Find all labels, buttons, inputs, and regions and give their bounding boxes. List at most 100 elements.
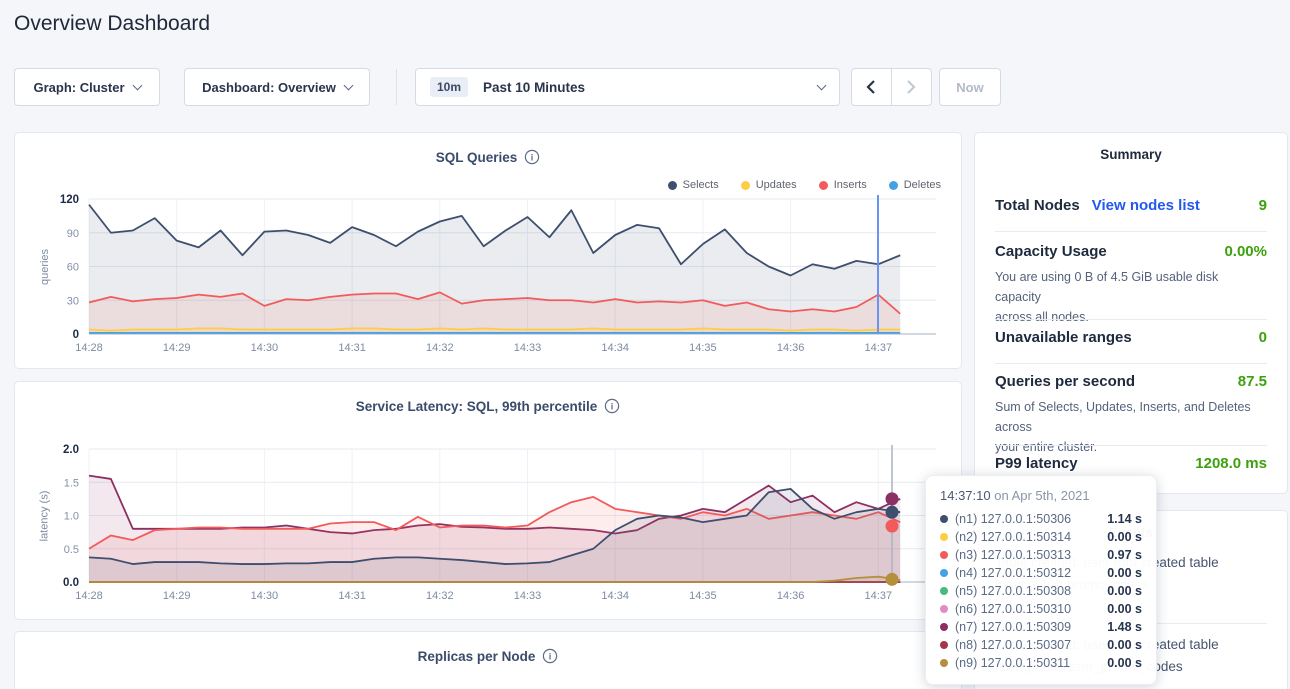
- tooltip-row: (n4) 127.0.0.1:503120.00 s: [940, 564, 1142, 582]
- svg-text:14:33: 14:33: [514, 590, 542, 602]
- time-prev-button[interactable]: [852, 69, 892, 105]
- svg-text:14:37: 14:37: [865, 342, 893, 354]
- node-color-dot: [940, 551, 948, 559]
- node-color-dot: [940, 515, 948, 523]
- svg-text:14:32: 14:32: [426, 342, 454, 354]
- svg-text:14:35: 14:35: [689, 590, 717, 602]
- time-range-selector[interactable]: 10m Past 10 Minutes: [415, 68, 840, 106]
- svg-text:14:37: 14:37: [865, 590, 893, 602]
- sql-queries-chart[interactable]: 030609012014:2814:2914:3014:3114:3214:33…: [15, 189, 963, 365]
- node-latency-value: 0.97 s: [1107, 548, 1142, 562]
- node-address: (n3) 127.0.0.1:50313: [955, 548, 1071, 562]
- replicas-per-node-title: Replicas per Node i: [15, 648, 961, 664]
- node-address: (n9) 127.0.0.1:50311: [955, 656, 1070, 670]
- view-nodes-list-link[interactable]: View nodes list: [1092, 197, 1200, 214]
- node-color-dot: [940, 587, 948, 595]
- divider: [995, 231, 1267, 232]
- node-address: (n2) 127.0.0.1:50314: [955, 530, 1071, 544]
- capacity-usage-description: You are using 0 B of 4.5 GiB usable disk…: [995, 267, 1267, 327]
- time-next-button[interactable]: [892, 69, 932, 105]
- svg-text:2.0: 2.0: [63, 444, 79, 456]
- svg-text:0.0: 0.0: [63, 577, 79, 589]
- chevron-down-icon: [132, 80, 142, 90]
- svg-text:60: 60: [67, 262, 79, 274]
- svg-text:0.5: 0.5: [64, 544, 79, 556]
- divider: [995, 319, 1267, 320]
- unavailable-ranges-value: 0: [1259, 329, 1267, 346]
- node-latency-value: 0.00 s: [1107, 530, 1142, 544]
- svg-text:120: 120: [60, 194, 79, 206]
- dashboard-dropdown-label: Dashboard: Overview: [202, 80, 336, 95]
- sql-queries-title: SQL Queries i: [15, 149, 961, 165]
- summary-panel: Summary Total Nodes View nodes list 9 Ca…: [974, 132, 1288, 494]
- page-title: Overview Dashboard: [14, 12, 210, 36]
- total-nodes-label: Total Nodes: [995, 197, 1080, 214]
- summary-row-total-nodes: Total Nodes View nodes list 9: [995, 197, 1267, 214]
- sql-queries-title-text: SQL Queries: [436, 150, 518, 165]
- node-latency-value: 1.48 s: [1107, 620, 1142, 634]
- queries-per-second-value: 87.5: [1238, 373, 1267, 390]
- summary-row-capacity-usage: Capacity Usage 0.00%: [995, 243, 1267, 260]
- replicas-per-node-panel: Replicas per Node i: [14, 631, 962, 689]
- node-latency-value: 0.00 s: [1107, 638, 1142, 652]
- svg-text:14:28: 14:28: [75, 590, 103, 602]
- svg-text:1.5: 1.5: [64, 477, 79, 489]
- svg-text:14:29: 14:29: [163, 342, 191, 354]
- svg-text:1.0: 1.0: [64, 511, 79, 523]
- svg-text:i: i: [611, 401, 614, 411]
- now-button[interactable]: Now: [939, 68, 1001, 106]
- replicas-per-node-title-text: Replicas per Node: [418, 649, 536, 664]
- chevron-down-icon: [343, 80, 353, 90]
- time-nav-group: [851, 68, 932, 106]
- summary-row-p99-latency: P99 latency 1208.0 ms: [995, 455, 1267, 472]
- divider: [995, 445, 1267, 446]
- queries-per-second-label: Queries per second: [995, 373, 1135, 390]
- sql-queries-panel: SQL Queries i SelectsUpdatesInsertsDelet…: [14, 132, 962, 369]
- service-latency-title-text: Service Latency: SQL, 99th percentile: [356, 399, 598, 414]
- capacity-usage-description-line1: You are using 0 B of 4.5 GiB usable disk…: [995, 267, 1267, 307]
- p99-latency-value: 1208.0 ms: [1195, 455, 1267, 472]
- svg-text:0: 0: [73, 329, 79, 341]
- svg-text:i: i: [549, 651, 552, 661]
- svg-text:14:32: 14:32: [426, 590, 454, 602]
- node-latency-value: 0.00 s: [1107, 602, 1142, 616]
- graph-dropdown-label: Graph: Cluster: [33, 80, 124, 95]
- capacity-usage-label: Capacity Usage: [995, 243, 1107, 260]
- svg-text:14:29: 14:29: [163, 590, 191, 602]
- graph-dropdown[interactable]: Graph: Cluster: [14, 68, 160, 106]
- svg-text:14:30: 14:30: [251, 342, 279, 354]
- queries-per-second-description-line1: Sum of Selects, Updates, Inserts, and De…: [995, 397, 1267, 437]
- tooltip-row: (n9) 127.0.0.1:503110.00 s: [940, 654, 1142, 672]
- tooltip-row: (n2) 127.0.0.1:50314 0.00 s: [940, 528, 1142, 546]
- service-latency-panel: Service Latency: SQL, 99th percentile i …: [14, 381, 962, 620]
- node-latency-value: 0.00 s: [1107, 584, 1142, 598]
- node-color-dot: [940, 569, 948, 577]
- toolbar-divider: [396, 69, 397, 105]
- tooltip-time: 14:37:10: [940, 488, 991, 503]
- svg-text:14:36: 14:36: [777, 590, 805, 602]
- service-latency-chart[interactable]: 0.00.51.01.52.014:2814:2914:3014:3114:32…: [15, 438, 963, 614]
- svg-text:14:28: 14:28: [75, 342, 103, 354]
- svg-text:14:34: 14:34: [601, 590, 629, 602]
- node-latency-value: 1.14 s: [1107, 512, 1142, 526]
- dashboard-dropdown[interactable]: Dashboard: Overview: [184, 68, 370, 106]
- tooltip-node-list: (n1) 127.0.0.1:50306 1.14 s (n2) 127.0.0.1…: [940, 510, 1142, 672]
- tooltip-row: (n1) 127.0.0.1:50306 1.14 s: [940, 510, 1142, 528]
- node-address: (n8) 127.0.0.1:50307: [955, 638, 1071, 652]
- node-address: (n1) 127.0.0.1:50306: [955, 512, 1071, 526]
- capacity-usage-description-line2: across all nodes.: [995, 307, 1267, 327]
- divider: [995, 363, 1267, 364]
- info-icon[interactable]: i: [604, 398, 620, 414]
- chevron-right-icon: [905, 79, 917, 95]
- unavailable-ranges-label: Unavailable ranges: [995, 329, 1132, 346]
- node-color-dot: [940, 605, 948, 613]
- time-range-label: Past 10 Minutes: [483, 80, 585, 95]
- info-icon[interactable]: i: [542, 648, 558, 664]
- svg-text:14:34: 14:34: [601, 342, 629, 354]
- tooltip-date: on Apr 5th, 2021: [991, 488, 1090, 503]
- svg-text:14:30: 14:30: [251, 590, 279, 602]
- info-icon[interactable]: i: [524, 149, 540, 165]
- node-color-dot: [940, 641, 948, 649]
- svg-text:14:36: 14:36: [777, 342, 805, 354]
- node-color-dot: [940, 623, 948, 631]
